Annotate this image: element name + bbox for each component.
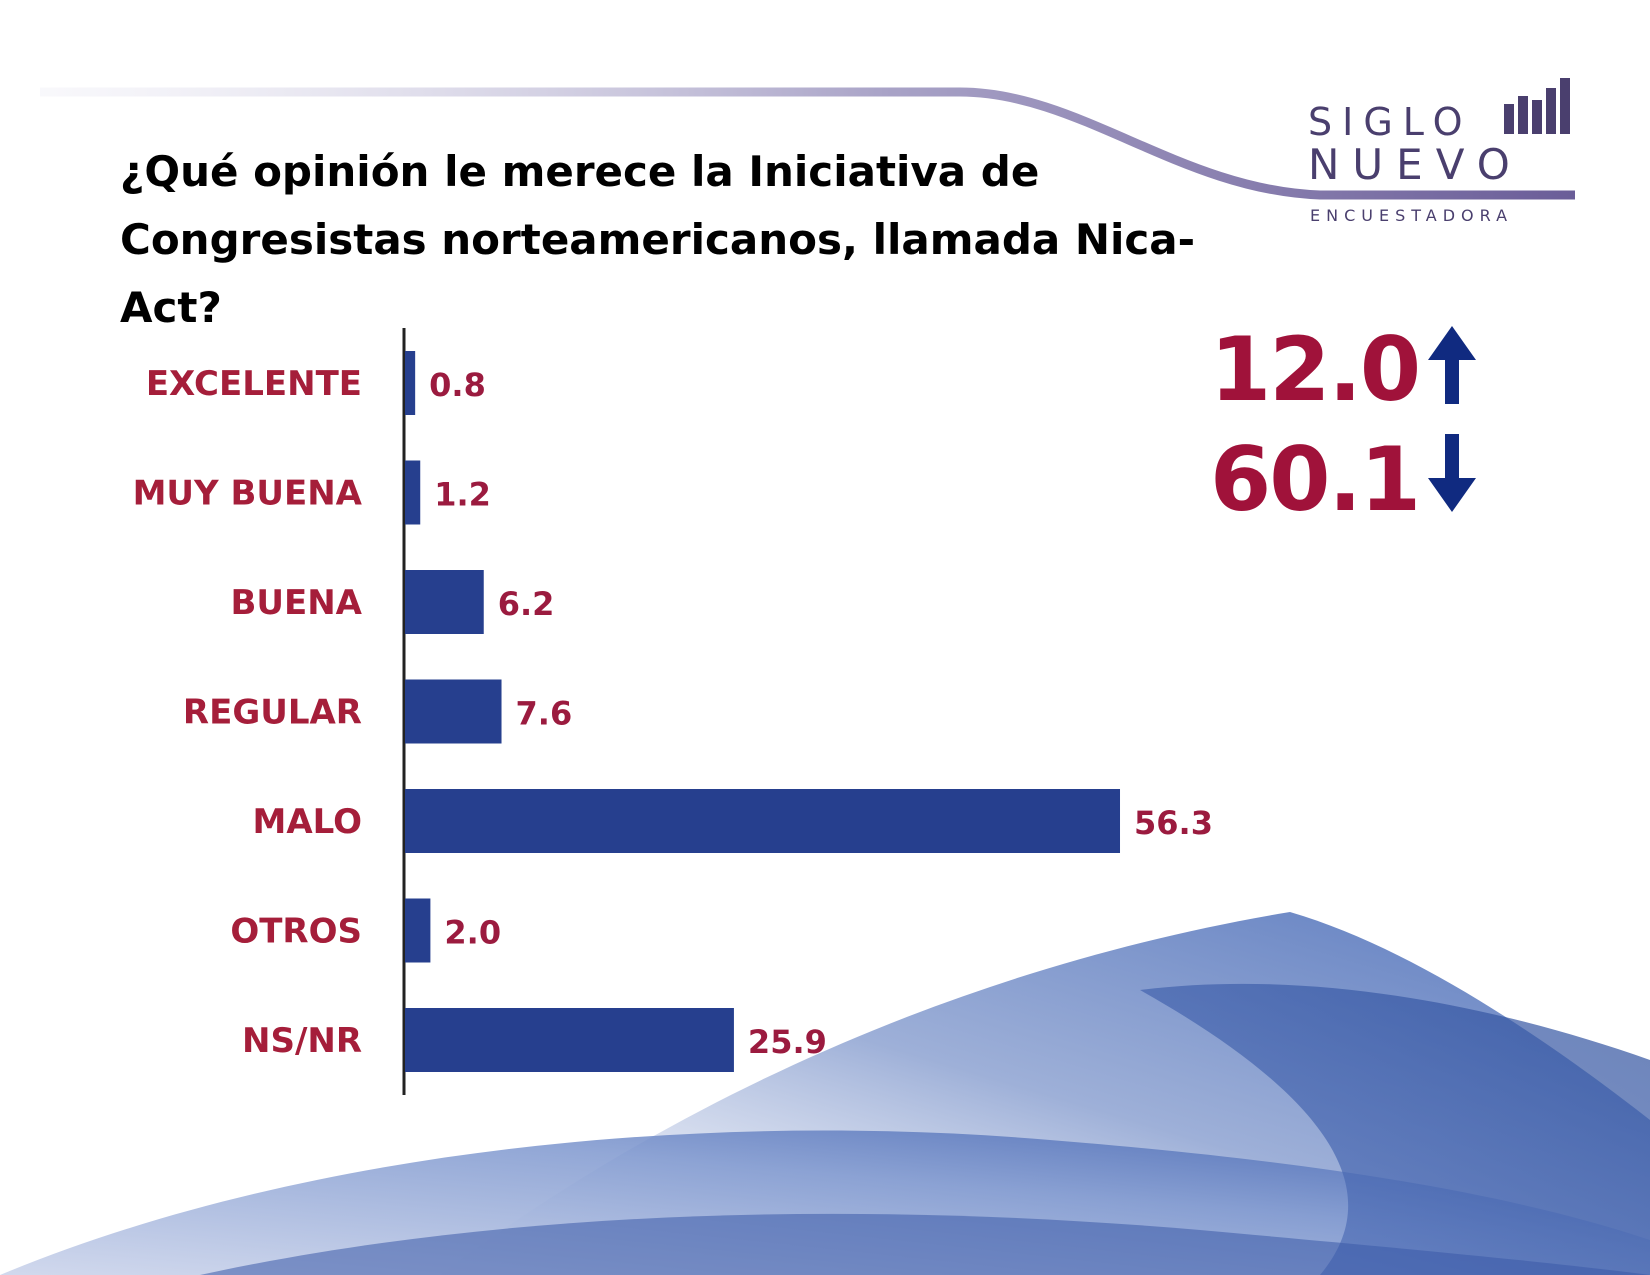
category-label: MALO xyxy=(252,802,362,842)
logo-bars-icon xyxy=(1504,78,1570,134)
value-label: 2.0 xyxy=(444,914,501,952)
category-label: EXCELENTE xyxy=(146,364,362,404)
value-label: 0.8 xyxy=(429,366,486,404)
logo-word-siglo: SIGLO xyxy=(1308,100,1473,144)
bar xyxy=(405,351,416,415)
negative-total-value: 60.1 xyxy=(1210,428,1421,531)
arrow-down-icon xyxy=(1428,434,1476,512)
arrow-up-icon xyxy=(1428,326,1476,404)
category-label: OTROS xyxy=(230,912,362,952)
value-label: 56.3 xyxy=(1134,804,1213,842)
logo-subtitle: ENCUESTADORA xyxy=(1310,206,1514,225)
value-label: 6.2 xyxy=(498,585,555,623)
title-line-2: Congresistas norteamericanos, llamada Ni… xyxy=(120,215,1196,332)
bar xyxy=(405,898,431,963)
siglo-nuevo-logo: SIGLO NUEVO ENCUESTADORA xyxy=(1308,76,1576,236)
page-title: ¿Qué opinión le merece la Iniciativa de … xyxy=(120,138,1270,342)
category-label: REGULAR xyxy=(183,693,362,733)
positive-total-value: 12.0 xyxy=(1210,318,1421,421)
bar xyxy=(405,570,484,634)
value-label: 1.2 xyxy=(434,476,491,514)
bar xyxy=(405,789,1121,853)
bar xyxy=(405,460,421,525)
value-label: 25.9 xyxy=(748,1023,827,1061)
value-label: 7.6 xyxy=(516,695,573,733)
bar xyxy=(405,679,502,744)
category-label: NS/NR xyxy=(242,1021,362,1061)
category-label: BUENA xyxy=(230,583,362,623)
title-line-1: ¿Qué opinión le merece la Iniciativa de xyxy=(120,147,1040,196)
category-label: MUY BUENA xyxy=(133,474,363,514)
bar xyxy=(405,1008,734,1072)
logo-word-nuevo: NUEVO xyxy=(1308,140,1523,189)
